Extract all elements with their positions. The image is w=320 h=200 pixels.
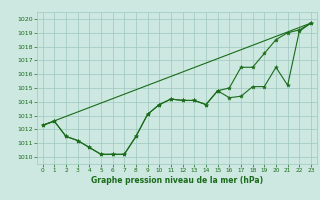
X-axis label: Graphe pression niveau de la mer (hPa): Graphe pression niveau de la mer (hPa) — [91, 176, 263, 185]
